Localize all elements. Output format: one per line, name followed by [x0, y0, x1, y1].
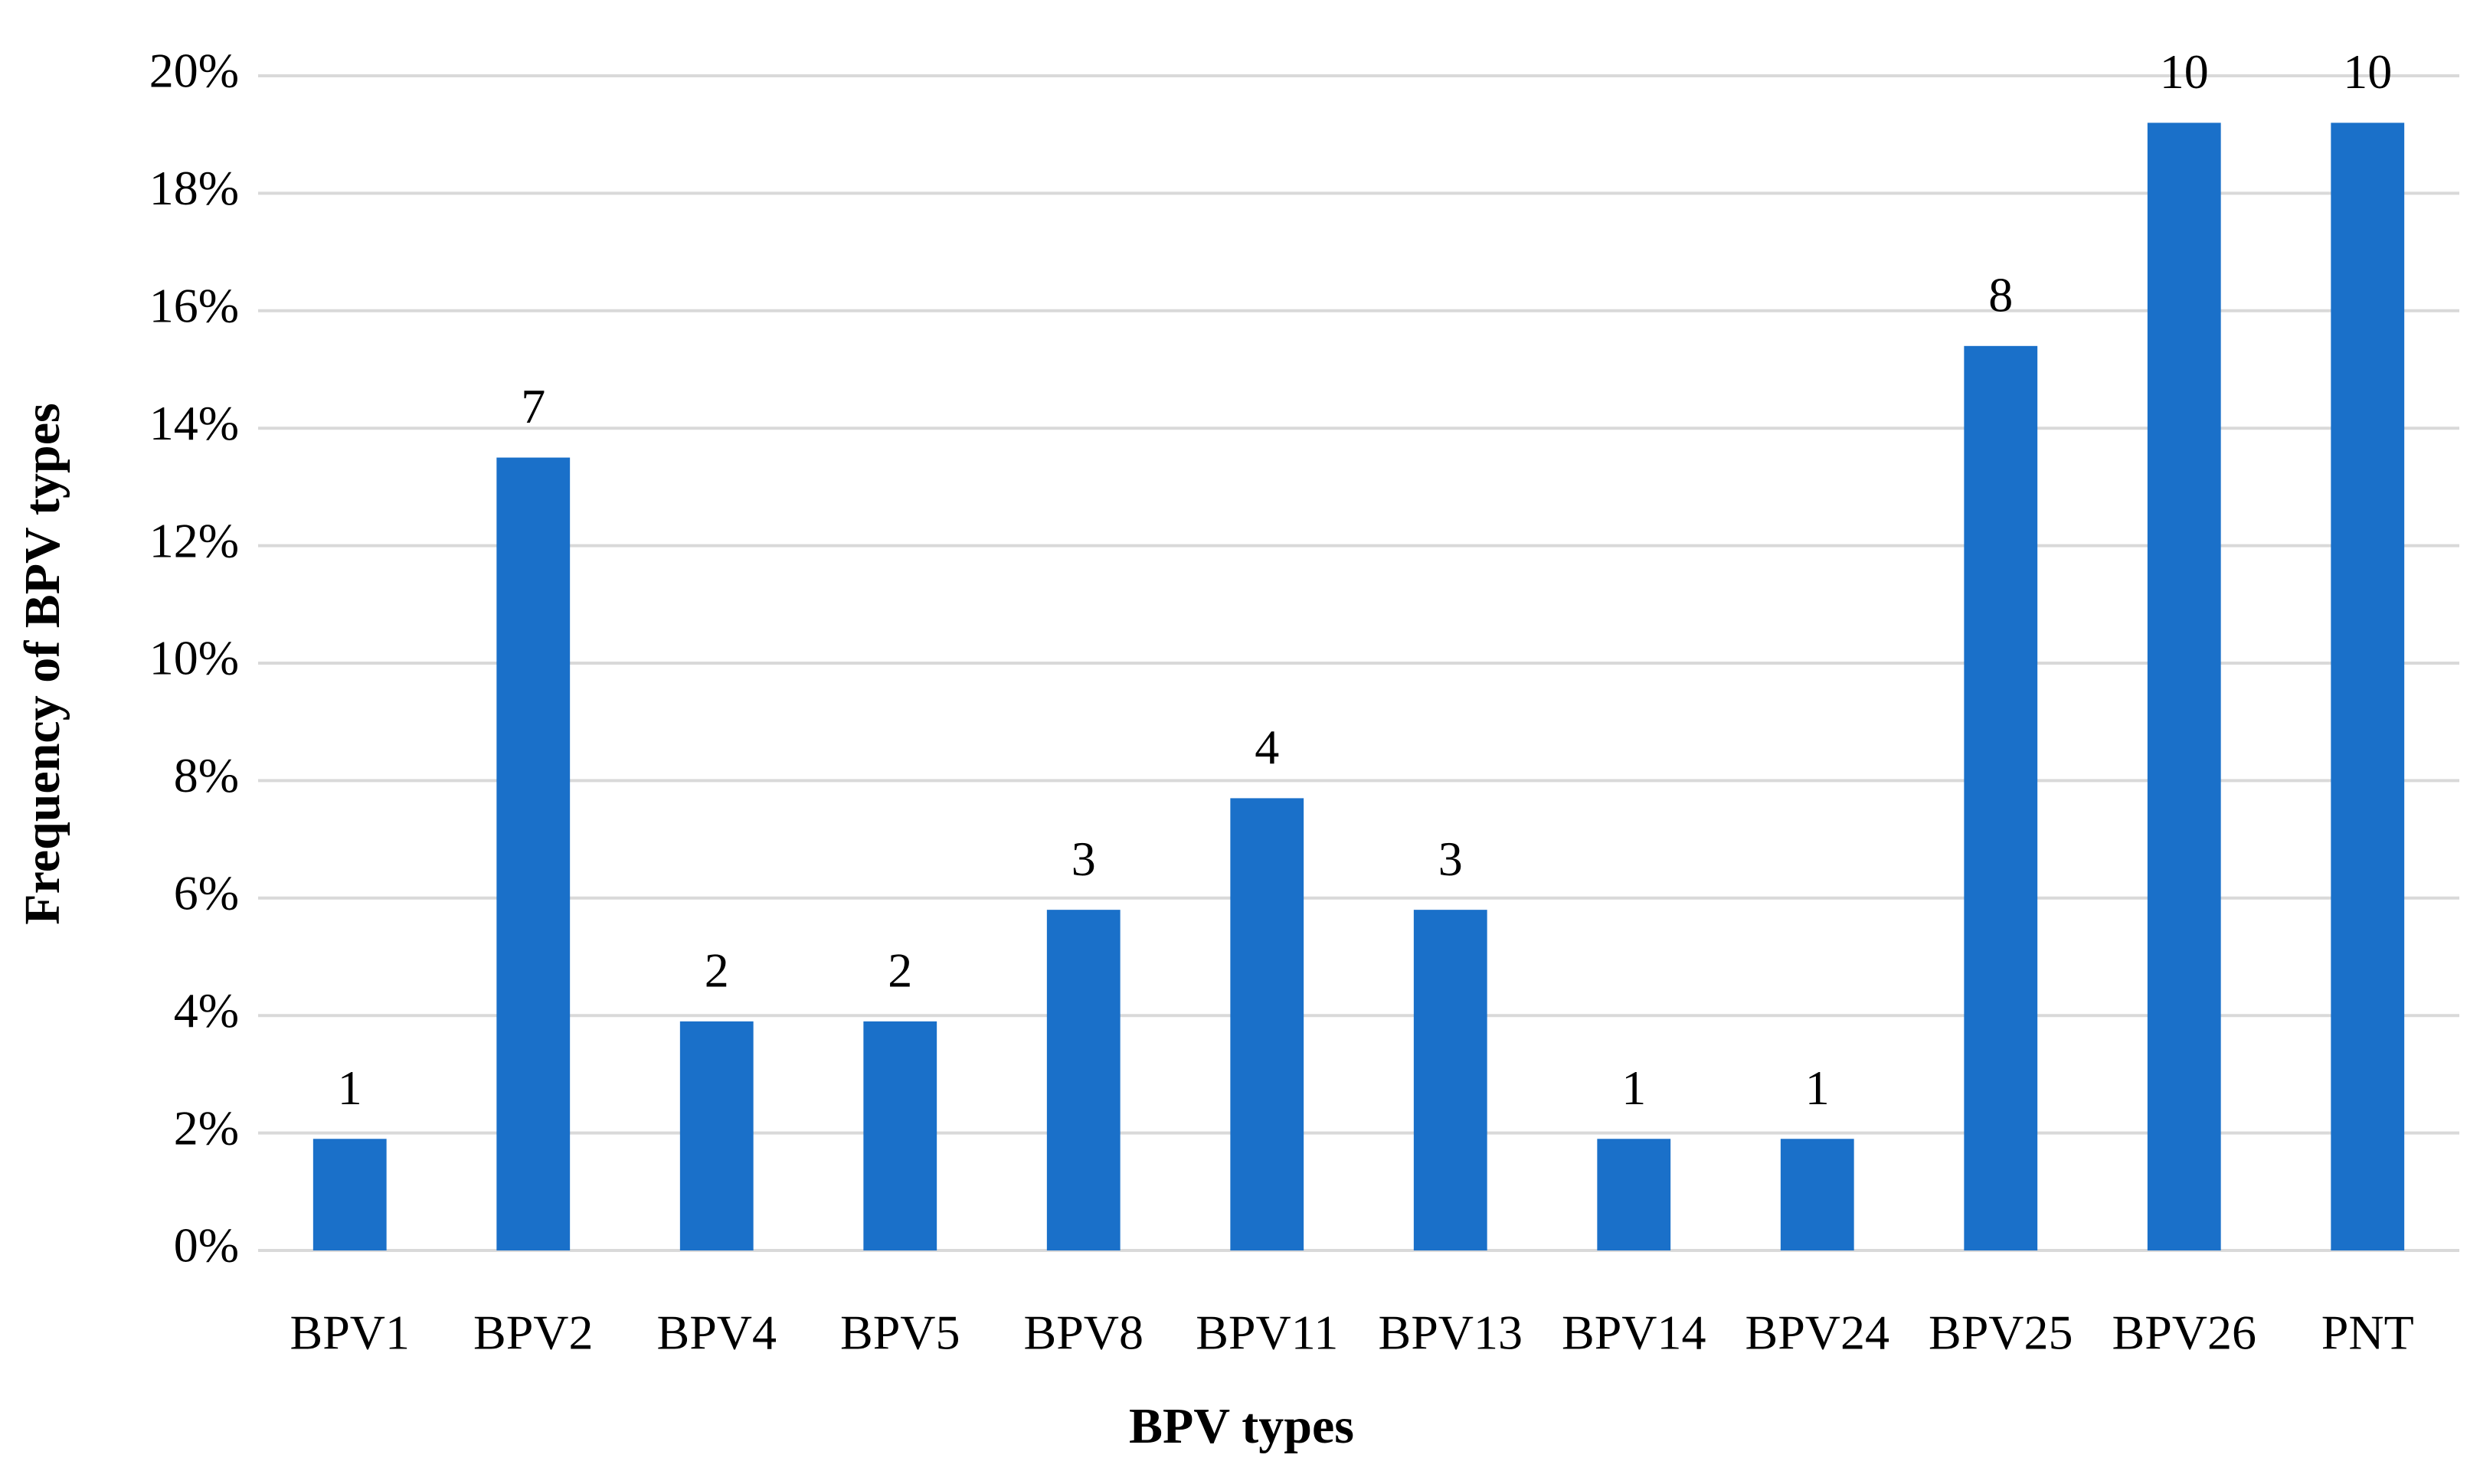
data-label: 1 [1621, 1061, 1646, 1115]
data-label: 2 [888, 943, 912, 998]
y-tick-label: 6% [174, 865, 239, 920]
y-tick-label: 20% [149, 44, 239, 98]
x-tick-label: PNT [2321, 1306, 2414, 1360]
bar [2147, 123, 2221, 1251]
bar [863, 1021, 937, 1250]
y-tick-label: 4% [174, 983, 239, 1038]
data-label: 3 [1438, 832, 1463, 886]
data-label: 10 [2343, 44, 2392, 99]
x-tick-label: BPV25 [1929, 1306, 2073, 1360]
data-label: 4 [1255, 720, 1279, 774]
x-tick-label: BPV8 [1024, 1306, 1144, 1360]
x-tick-label: BPV1 [290, 1306, 411, 1360]
y-tick-label: 14% [149, 396, 239, 450]
y-tick-label: 0% [174, 1218, 239, 1273]
y-tick-label: 8% [174, 748, 239, 802]
x-tick-label: BPV5 [840, 1306, 960, 1360]
x-axis-title: BPV types [1129, 1398, 1354, 1454]
data-label: 1 [1805, 1061, 1830, 1115]
data-label: 7 [521, 379, 545, 433]
bar [1046, 910, 1121, 1250]
y-tick-label: 2% [174, 1100, 239, 1155]
data-label: 8 [1988, 268, 2013, 322]
y-tick-label: 10% [149, 631, 239, 685]
x-tick-label: BPV11 [1196, 1306, 1338, 1360]
bar [1780, 1139, 1854, 1250]
x-tick-label: BPV4 [657, 1306, 777, 1360]
x-tick-label: BPV2 [473, 1306, 594, 1360]
bar [2331, 123, 2405, 1251]
bar [1230, 798, 1304, 1250]
x-tick-label: BPV14 [1562, 1306, 1706, 1360]
data-label: 3 [1072, 832, 1096, 886]
y-tick-label: 16% [149, 278, 239, 332]
data-label: 1 [338, 1061, 362, 1115]
bar [1964, 345, 2038, 1250]
x-tick-label: BPV24 [1745, 1306, 1890, 1360]
y-tick-label: 12% [149, 513, 239, 567]
bar [679, 1021, 754, 1250]
y-axis-title: Frequency of BPV types [15, 403, 70, 924]
bar [1413, 910, 1487, 1250]
data-label: 2 [705, 943, 729, 998]
bar [496, 457, 571, 1250]
bar [312, 1139, 387, 1250]
x-tick-label: BPV26 [2112, 1306, 2257, 1360]
x-tick-label: BPV13 [1379, 1306, 1523, 1360]
bar [1597, 1139, 1671, 1250]
data-label: 10 [2160, 44, 2209, 99]
y-tick-label: 18% [149, 161, 239, 215]
